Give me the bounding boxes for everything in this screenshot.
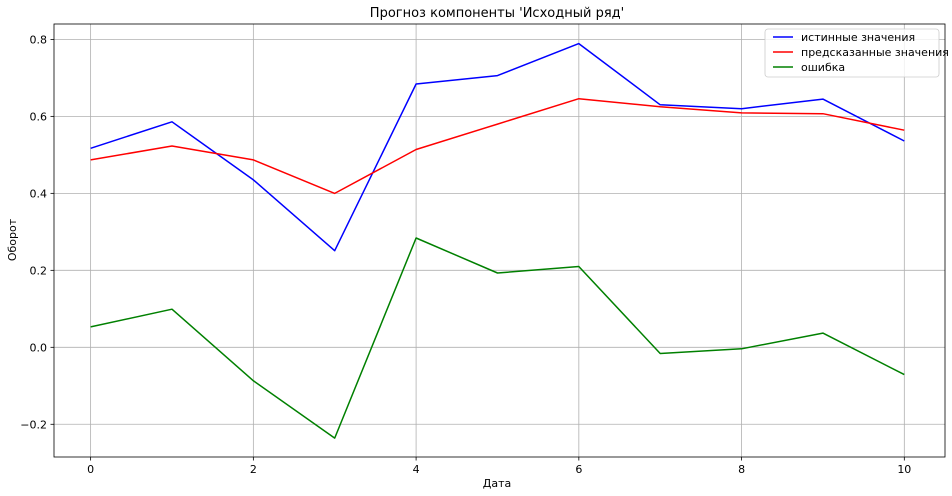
legend-label: истинные значения xyxy=(801,31,915,44)
x-axis-label: Дата xyxy=(483,477,511,490)
series-line-1 xyxy=(90,97,905,195)
plot-frame xyxy=(53,23,946,458)
x-tick-label: 10 xyxy=(897,463,911,476)
legend-label: предсказанные значения xyxy=(801,46,949,59)
ticks: 0 2 4 6 8 10 −0.2 0.0 0.2 0.4 0.6 0.8 xyxy=(20,33,911,476)
y-tick-label: 0.6 xyxy=(30,110,48,123)
y-tick-label: 0.4 xyxy=(30,187,48,200)
y-tick-label: −0.2 xyxy=(20,418,47,431)
chart-title: Прогноз компоненты 'Исходный ряд' xyxy=(370,6,624,21)
series-line-2 xyxy=(90,237,905,439)
x-tick-label: 6 xyxy=(575,463,582,476)
y-tick-label: 0.0 xyxy=(30,341,48,354)
x-tick-label: 8 xyxy=(738,463,745,476)
y-tick-label: 0.8 xyxy=(30,33,48,46)
y-axis-label: Оборот xyxy=(6,218,19,261)
legend-box xyxy=(764,28,940,78)
grid xyxy=(54,24,945,457)
x-tick-label: 0 xyxy=(87,463,94,476)
legend: истинные значения предсказанные значения о… xyxy=(764,28,949,78)
y-tick-label: 0.2 xyxy=(30,264,48,277)
series-layer xyxy=(90,42,905,439)
legend-label: ошибка xyxy=(801,61,845,74)
x-tick-label: 4 xyxy=(413,463,420,476)
x-tick-label: 2 xyxy=(250,463,257,476)
series-line-0 xyxy=(90,42,905,252)
